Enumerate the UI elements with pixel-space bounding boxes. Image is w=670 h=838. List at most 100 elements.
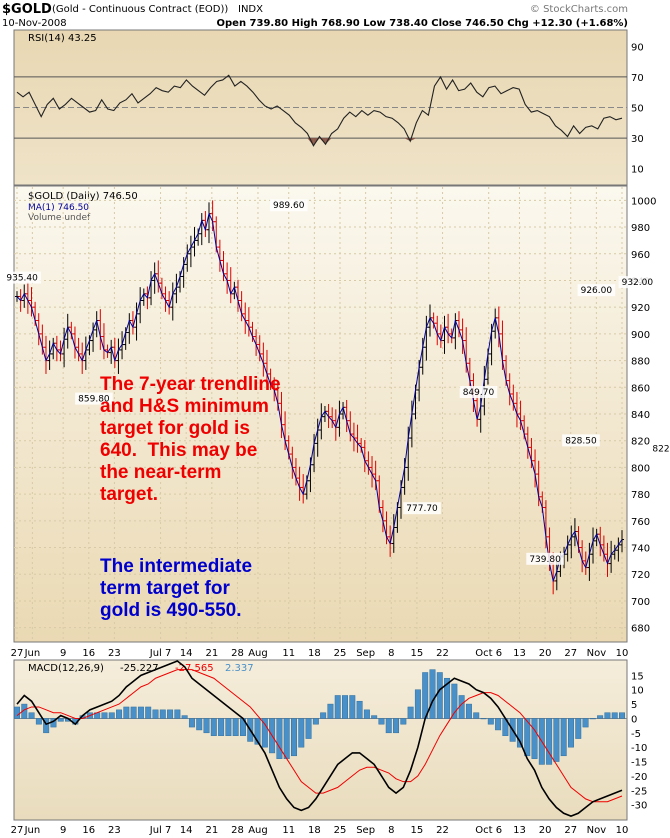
x-axis-tick-label-bottom: Jul 7: [149, 825, 172, 836]
x-axis-tick-label-bottom: 21: [205, 825, 218, 836]
macd-histogram-bar: [57, 718, 64, 722]
macd-label-signal: -27.565: [175, 663, 214, 674]
x-axis-tick-label-bottom: 18: [308, 825, 321, 836]
macd-histogram-bar: [254, 718, 261, 745]
x-axis-tick-label-top: 23: [108, 648, 121, 659]
macd-histogram-bar: [422, 672, 429, 719]
macd-histogram-bar: [407, 706, 414, 719]
price-value-label: 935.40: [6, 274, 38, 284]
macd-histogram-bar: [385, 718, 392, 734]
price-value-label: 739.80: [529, 555, 561, 565]
macd-histogram-bar: [546, 718, 553, 765]
macd-histogram-bar: [28, 712, 35, 719]
rsi-oversold-fill: [307, 138, 314, 146]
price-value-label: 777.70: [406, 504, 438, 514]
macd-label-name: MACD(12,26,9): [28, 663, 104, 674]
price-value-label: 859.80: [78, 395, 110, 405]
x-axis-tick-label-top: 20: [539, 648, 552, 659]
x-axis-tick-label-top: 11: [282, 648, 295, 659]
macd-histogram-bar: [298, 718, 305, 748]
macd-histogram-bar: [436, 672, 443, 719]
price-legend-ma: MA(1) 746.50: [28, 203, 89, 213]
macd-histogram-bar: [567, 718, 574, 748]
price-value-label: 989.60: [273, 201, 305, 211]
price-value-label: 926.00: [581, 286, 613, 296]
macd-y-tick-label: 10: [631, 686, 644, 697]
rsi-y-tick-label: 10: [631, 165, 644, 176]
x-axis-tick-label-top: 16: [82, 648, 95, 659]
x-axis-tick-label-bottom: Jun: [24, 825, 41, 836]
x-axis-tick-label-bottom: 20: [539, 825, 552, 836]
x-axis-tick-label-bottom: Oct 6: [475, 825, 502, 836]
macd-histogram-bar: [232, 718, 239, 736]
chart-exchange: INDX: [238, 4, 263, 15]
x-axis-tick-label-bottom: 27: [564, 825, 577, 836]
macd-histogram-bar: [378, 718, 385, 725]
macd-histogram-bar: [444, 677, 451, 719]
x-axis-tick-label-top: Oct 6: [475, 648, 502, 659]
macd-histogram-bar: [159, 709, 166, 719]
price-value-label: 822.50: [652, 444, 670, 454]
macd-histogram-bar: [145, 706, 152, 719]
macd-histogram-bar: [210, 718, 217, 736]
macd-histogram-bar: [14, 706, 20, 719]
macd-y-tick-label: -5: [631, 729, 641, 740]
x-axis-tick-label-bottom: 28: [231, 825, 244, 836]
chart-symbol: $GOLD: [2, 2, 52, 17]
x-axis-band-top: [14, 643, 627, 659]
macd-histogram-bar: [465, 703, 472, 719]
macd-y-tick-label: -30: [631, 801, 647, 812]
macd-histogram-bar: [283, 718, 290, 759]
macd-histogram-bar: [553, 718, 560, 762]
price-y-tick-label: 800: [631, 463, 650, 474]
macd-histogram-bar: [305, 718, 312, 739]
macd-histogram-bar: [334, 695, 341, 719]
macd-histogram-bar: [181, 715, 188, 719]
macd-label-value: -25.227: [120, 663, 159, 674]
macd-histogram-bar: [218, 718, 225, 736]
macd-y-tick-label: 0: [631, 714, 637, 725]
x-axis-tick-label-top: 14: [180, 648, 193, 659]
x-axis-tick-label-top: 28: [231, 648, 244, 659]
macd-histogram-bar: [611, 712, 618, 719]
price-label-box: [75, 392, 113, 405]
x-axis-tick-label-bottom: 25: [334, 825, 347, 836]
x-axis-tick-label-top: Sep: [356, 648, 375, 659]
x-axis-tick-label-bottom: Nov: [587, 825, 607, 836]
rsi-oversold-fill: [410, 138, 417, 142]
rsi-line: [16, 74, 623, 147]
x-axis-tick-label-top: 15: [411, 648, 424, 659]
macd-histogram-bar: [101, 712, 108, 719]
macd-histogram-bar: [400, 718, 407, 725]
rsi-y-tick-label: 50: [631, 104, 644, 115]
macd-histogram-bar: [167, 709, 174, 719]
macd-histogram-bar: [560, 718, 567, 757]
rsi-label: RSI(14) 43.25: [28, 33, 97, 44]
macd-histogram-bar: [487, 718, 494, 725]
macd-histogram-bar: [516, 718, 523, 748]
macd-histogram-bar: [35, 718, 42, 725]
price-label-box: [562, 434, 600, 447]
x-axis-tick-label-bottom: 15: [411, 825, 424, 836]
chart-description: (Gold - Continuous Contract (EOD)): [52, 4, 228, 15]
macd-histogram-bar: [225, 718, 232, 736]
price-y-tick-label: 920: [631, 303, 650, 314]
price-legend-volume: Volume undef: [28, 213, 91, 223]
price-value-label: 849.70: [463, 388, 495, 398]
macd-y-tick-label: -20: [631, 772, 647, 783]
macd-histogram-bar: [130, 706, 137, 719]
annotation-blue: The intermediate term target for gold is…: [100, 556, 253, 621]
macd-histogram-bar: [196, 718, 203, 731]
macd-histogram-bar: [363, 709, 370, 719]
price-value-label: 828.50: [565, 436, 597, 446]
macd-histogram-bar: [188, 718, 195, 728]
price-y-tick-label: 780: [631, 490, 650, 501]
macd-histogram-bar: [356, 700, 363, 719]
macd-y-tick-label: 5: [631, 700, 637, 711]
price-y-tick-label: 960: [631, 250, 650, 261]
macd-histogram-bar: [371, 715, 378, 719]
macd-histogram-bar: [203, 718, 210, 734]
macd-histogram-bar: [582, 718, 589, 728]
price-y-tick-label: 740: [631, 544, 650, 555]
